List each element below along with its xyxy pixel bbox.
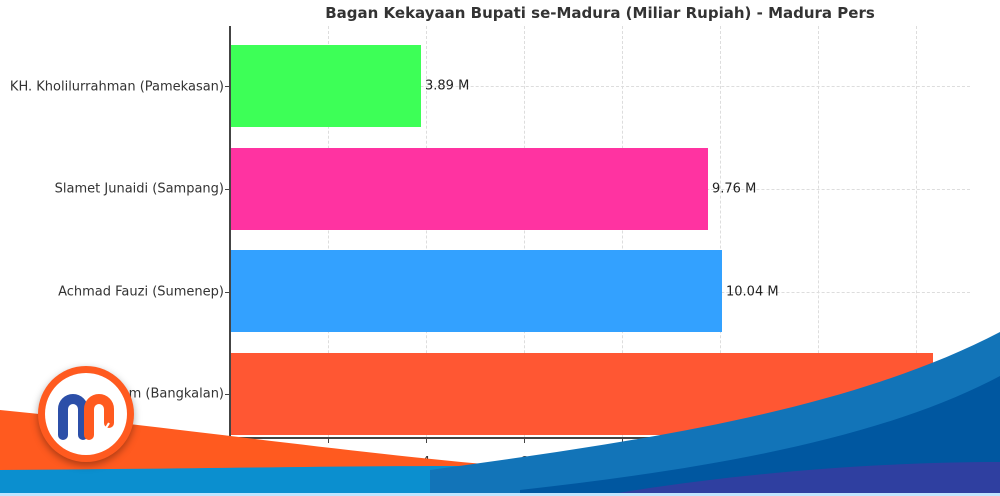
chart-title: Bagan Kekayaan Bupati se-Madura (Miliar …: [325, 4, 875, 22]
bar-sampang: [230, 148, 708, 230]
x-tick-label-6: 6: [519, 455, 529, 470]
mp-logo-icon: [58, 394, 114, 440]
gridline-14: [916, 26, 917, 438]
x-tick: [622, 438, 623, 443]
y-tick: [225, 394, 230, 395]
bar-bangkalan: [230, 353, 933, 435]
x-axis: [229, 437, 970, 439]
x-tick: [524, 438, 525, 443]
y-axis: [229, 26, 231, 438]
y-label-bangkalan: ...m (Bangkalan): [116, 386, 224, 402]
gridline-4: [426, 26, 427, 438]
y-tick: [225, 189, 230, 190]
x-tick-label-4: 4: [421, 455, 431, 470]
x-tick: [426, 438, 427, 443]
y-tick: [225, 86, 230, 87]
madura-pers-logo: [38, 366, 134, 462]
gridline-6: [524, 26, 525, 438]
y-label-sumenep: Achmad Fauzi (Sumenep): [58, 284, 224, 300]
value-label-pamekasan: 3.89 M: [425, 78, 470, 94]
value-label-sampang: 9.76 M: [712, 181, 757, 197]
value-label-sumenep: 10.04 M: [726, 284, 779, 300]
gridline-10: [720, 26, 721, 438]
gridline-8: [622, 26, 623, 438]
y-label-pamekasan: KH. Kholilurrahman (Pamekasan): [9, 79, 224, 95]
gridline-h: [230, 86, 970, 87]
y-tick: [225, 292, 230, 293]
bar-pamekasan: [230, 45, 421, 127]
bar-sumenep: [230, 250, 722, 332]
x-tick: [328, 438, 329, 443]
y-label-sampang: Slamet Junaidi (Sampang): [54, 181, 224, 197]
gridline-12: [818, 26, 819, 438]
gridline-2: [328, 26, 329, 438]
